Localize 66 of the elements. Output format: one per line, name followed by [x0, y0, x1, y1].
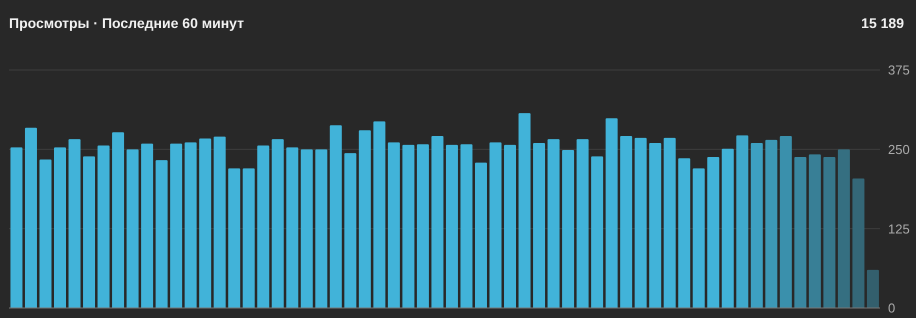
- bar: [83, 156, 96, 308]
- y-tick-label: 375: [888, 62, 910, 78]
- bar: [257, 146, 270, 308]
- bar: [591, 156, 604, 308]
- bar: [300, 149, 313, 308]
- bar: [649, 142, 662, 308]
- bar: [112, 132, 124, 308]
- bar: [156, 160, 168, 308]
- bar: [562, 150, 574, 308]
- bar: [388, 142, 400, 308]
- bar: [39, 159, 52, 308]
- bar: [242, 168, 255, 308]
- bar: [518, 113, 531, 308]
- bar: [98, 146, 110, 308]
- bar: [606, 118, 618, 308]
- bar: [490, 142, 502, 308]
- bar: [823, 156, 836, 308]
- bar: [678, 158, 690, 308]
- bar: [780, 136, 792, 308]
- bar: [286, 147, 298, 308]
- text: 15 189: [861, 15, 904, 31]
- bar: [214, 136, 226, 308]
- bar: [664, 138, 676, 308]
- bar: [199, 138, 212, 308]
- bar: [170, 144, 182, 308]
- bar: [620, 136, 632, 308]
- bar: [504, 144, 516, 308]
- bar: [141, 144, 154, 308]
- bar: [446, 144, 458, 308]
- bar: [866, 270, 879, 308]
- y-tick-label: 0: [888, 300, 896, 316]
- chart-title: Просмотры · Последние 60 минут: [9, 15, 244, 31]
- bar: [736, 135, 748, 308]
- bar: [533, 142, 546, 308]
- bar: [838, 149, 850, 308]
- y-tick-label: 250: [888, 142, 910, 157]
- bar: [315, 149, 328, 308]
- bar: [808, 154, 821, 308]
- bar: [24, 128, 37, 308]
- bar: [576, 139, 589, 308]
- bar: [548, 139, 560, 308]
- bar: [794, 156, 806, 308]
- bar: [272, 139, 284, 308]
- bar: [402, 144, 414, 308]
- y-tick-label: 125: [888, 221, 910, 236]
- bar: [330, 125, 342, 308]
- bar: [228, 168, 240, 308]
- bar: [68, 139, 81, 308]
- bar: [707, 156, 720, 308]
- bar: [416, 144, 429, 308]
- bar: [765, 140, 778, 308]
- bar: [358, 130, 371, 308]
- bar: [852, 178, 864, 308]
- bar: [431, 136, 444, 308]
- bar: [54, 147, 66, 308]
- bar: [10, 147, 22, 308]
- bar: [126, 149, 139, 308]
- bar: [344, 153, 356, 308]
- bar: [460, 144, 472, 308]
- bar: [474, 162, 487, 308]
- bar: [634, 138, 647, 308]
- bar: [373, 121, 386, 308]
- bar: [184, 142, 197, 308]
- bar: [722, 148, 734, 308]
- bar: [692, 168, 705, 308]
- bar: [750, 142, 763, 308]
